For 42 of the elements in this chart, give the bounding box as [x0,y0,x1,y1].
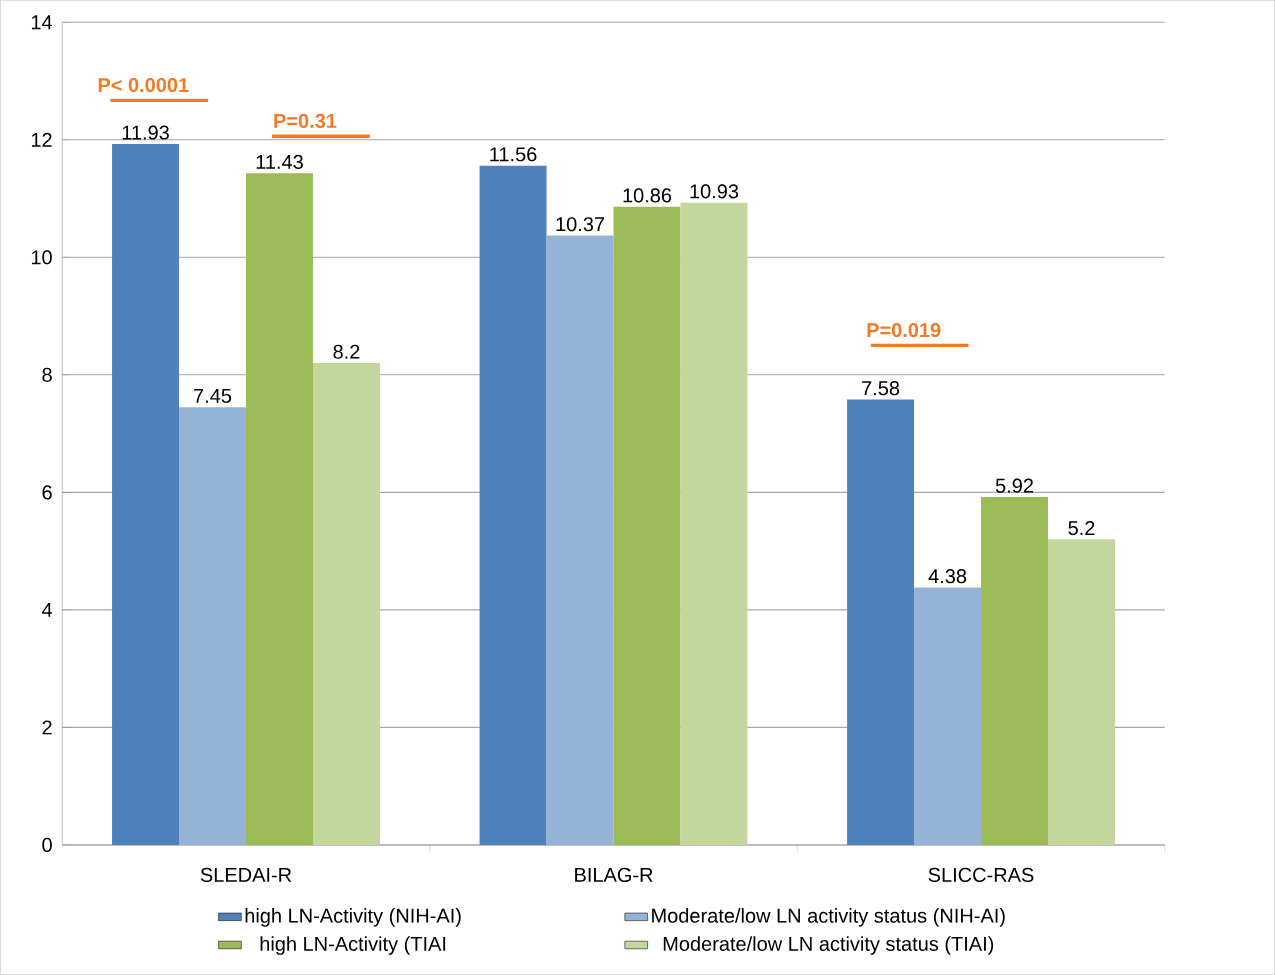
bar [613,206,681,845]
bar [179,407,246,845]
bar [680,202,748,845]
legend-label: Moderate/low LN activity status (NIH-AI) [652,908,1005,927]
data-label: 10.37 [556,217,605,232]
annotation: P=0.31 [274,113,337,128]
y-tick-label: 12 [31,132,52,147]
data-label: 4.38 [928,569,967,584]
data-label: 10.93 [690,184,739,199]
x-tick-label: SLEDAI-R [200,867,292,882]
data-label: 5.92 [995,478,1033,493]
x-tick-label: BILAG-R [575,867,653,882]
data-label: 7.58 [862,381,900,396]
bar [479,165,547,845]
y-tick-label: 0 [42,837,52,852]
data-label: 11.93 [122,125,169,140]
data-label: 8.2 [333,344,360,359]
annotation: P< 0.0001 [98,77,189,93]
data-label: 11.43 [256,154,303,169]
y-tick-label: 4 [41,602,53,617]
bar [546,235,614,845]
data-label: 10.86 [623,188,672,203]
data-label: 5.2 [1068,520,1095,536]
y-tick-label: 8 [42,367,52,382]
bar [981,496,1048,845]
bar [312,363,380,845]
y-tick-label: 14 [31,15,53,30]
y-tick-label: 10 [31,250,52,265]
y-tick-label: 6 [42,485,52,500]
bar [246,173,313,845]
legend-label: high LN-Activity (NIH-AI) [245,908,461,927]
bar [914,587,982,845]
bar [1048,539,1115,845]
bar [112,143,180,845]
annotation: P=0.019 [867,322,941,338]
legend-label: Moderate/low LN activity status (TIAI) [663,936,994,955]
data-label: 11.56 [490,147,537,162]
bar [847,399,915,845]
x-tick-label: SLICC-RAS [928,867,1034,882]
data-label: 7.45 [194,388,232,403]
legend-label: high LN-Activity (TIAI [260,936,446,955]
y-tick-label: 2 [42,720,52,735]
